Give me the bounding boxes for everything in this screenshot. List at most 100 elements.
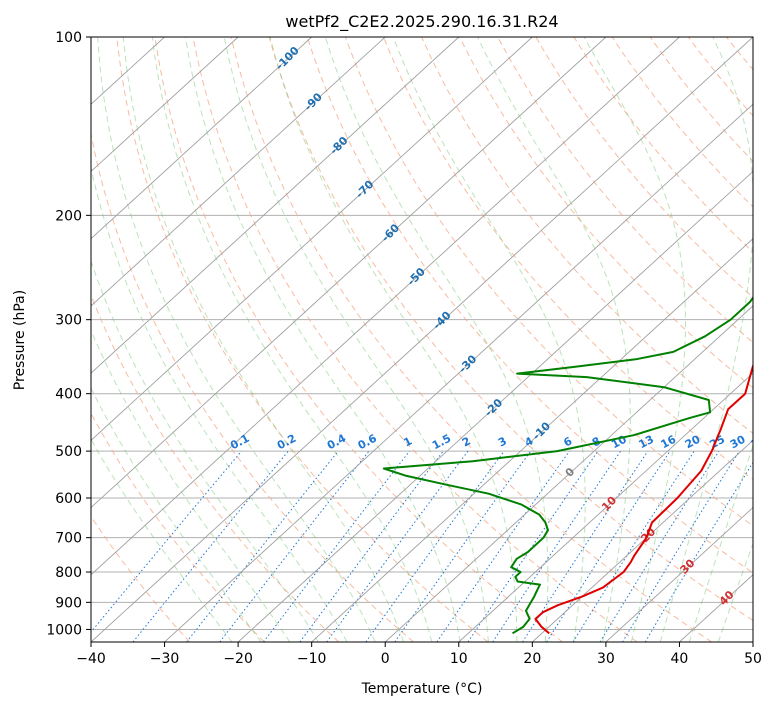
- dry-adiabats: [91, 37, 775, 642]
- mixing-ratio-line: [394, 450, 532, 642]
- mixing-ratio-lines: [91, 450, 753, 642]
- isotherm: [91, 37, 239, 173]
- dry-adiabat: [497, 37, 753, 344]
- isotherm: [91, 37, 386, 307]
- plot-frame: [90, 36, 754, 643]
- x-tick-label: −40: [76, 651, 106, 667]
- y-axis-title: Pressure (hPa): [12, 290, 28, 390]
- moist-adiabat: [97, 37, 376, 642]
- dry-adiabat: [421, 37, 753, 435]
- mixing-ratio-line: [263, 450, 410, 642]
- mixing-ratio-line: [467, 450, 599, 642]
- mixing-ratio-label: 10: [609, 432, 629, 451]
- x-tick-label: −30: [150, 651, 180, 667]
- isotherm: [237, 170, 753, 642]
- mixing-ratio-line: [91, 450, 242, 633]
- mixing-ratio-label: 1.5: [430, 432, 453, 453]
- mixing-ratio-label: 0.1: [228, 432, 251, 453]
- mixing-ratio-label: 0.2: [275, 432, 298, 453]
- isotherm: [91, 37, 753, 642]
- moist-adiabat: [477, 37, 631, 642]
- y-tick-label: 200: [55, 208, 82, 224]
- pressure-gridlines: [91, 37, 753, 630]
- isotherm: [91, 37, 680, 576]
- isotherm: [532, 439, 753, 642]
- moist-adiabat: [185, 37, 461, 642]
- moist-adiabat: [659, 37, 753, 642]
- dry-adiabat: [91, 131, 414, 642]
- y-tick-label: 300: [55, 313, 82, 329]
- isotherm-label: -100: [273, 44, 302, 73]
- y-axis-ticks: 100 200 300 400 500 600 700 800 900 1000: [46, 30, 91, 638]
- x-axis-ticks: −40 −30 −20 −10 0 10 20 30 40 50: [76, 642, 762, 667]
- line-labels: 0.1 0.2 0.4 0.6 1 1.5 2 3 4 6 8 10 13 16 20 25 30 36-100-…: [228, 44, 753, 608]
- mixing-ratio-label: 3: [496, 434, 509, 449]
- dry-adiabat: [687, 37, 753, 117]
- isotherm: [752, 641, 753, 642]
- x-tick-label: 0: [381, 651, 390, 667]
- moist-adiabats: [91, 37, 753, 642]
- moist-adiabat: [151, 37, 433, 642]
- mixing-ratio-line: [622, 450, 740, 642]
- mixing-ratio-line: [599, 450, 720, 642]
- dry-adiabat: [91, 293, 340, 642]
- y-tick-label: 500: [55, 444, 82, 460]
- x-tick-label: 40: [671, 651, 689, 667]
- x-tick-label: 30: [597, 651, 615, 667]
- dry-adiabat: [306, 37, 753, 574]
- mixing-ratio-line: [132, 450, 289, 642]
- dry-adiabat: [726, 37, 753, 71]
- moist-adiabat: [91, 438, 233, 642]
- mixing-ratio-line: [436, 450, 570, 642]
- profile-series: [382, 295, 753, 635]
- dry-adiabat: [344, 37, 753, 527]
- moist-adiabat: [269, 37, 518, 642]
- dry-adiabat: [459, 37, 753, 389]
- chart-title: wetPf2_C2E2.2025.290.16.31.R24: [285, 12, 558, 32]
- moist-adiabat: [91, 259, 319, 642]
- plot-area: 0.1 0.2 0.4 0.6 1 1.5 2 3 4 6 8 10 13 16 20 25 30 36-100-…: [91, 37, 775, 642]
- x-tick-label: 10: [450, 651, 468, 667]
- dry-adiabat: [116, 37, 489, 642]
- mixing-ratio-label: 20: [683, 433, 703, 452]
- mixing-ratio-label: 16: [659, 433, 679, 452]
- temperature-profile: [534, 363, 753, 635]
- mixing-ratio-line: [572, 450, 695, 642]
- moist-adiabat: [91, 387, 262, 642]
- isotherms: [91, 37, 753, 642]
- moist-adiabat: [223, 37, 489, 642]
- dry-adiabat: [192, 37, 638, 642]
- mixing-ratio-line: [492, 450, 622, 642]
- dry-adiabat: [91, 412, 265, 642]
- mixing-ratio-line: [546, 450, 671, 642]
- mixing-ratio-label: 0.4: [325, 432, 349, 453]
- dry-adiabat: [765, 37, 775, 642]
- isotherm: [458, 372, 753, 642]
- y-tick-label: 1000: [46, 622, 82, 638]
- isotherm: [311, 238, 753, 642]
- x-tick-label: −10: [297, 651, 327, 667]
- isotherm: [91, 37, 533, 441]
- mixing-ratio-label: 30: [728, 433, 748, 452]
- moist-adiabat: [91, 165, 348, 642]
- dewpoint-profile: [382, 295, 753, 635]
- moist-adiabat: [324, 37, 549, 642]
- dry-adiabat: [230, 37, 713, 642]
- moist-adiabat: [122, 37, 405, 642]
- y-tick-label: 600: [55, 491, 82, 507]
- dry-adiabat: [649, 37, 753, 163]
- dry-adiabat: [154, 37, 563, 642]
- y-tick-label: 700: [55, 531, 82, 547]
- isotherm: [605, 506, 753, 642]
- x-tick-label: 50: [744, 651, 762, 667]
- mixing-ratio-label: 1: [401, 434, 414, 449]
- moist-adiabat: [91, 328, 291, 642]
- y-tick-label: 400: [55, 387, 82, 403]
- moist-adiabat: [583, 37, 686, 642]
- y-tick-label: 100: [55, 30, 82, 46]
- mixing-ratio-line: [644, 461, 753, 642]
- x-tick-label: 20: [523, 651, 541, 667]
- y-tick-label: 900: [55, 595, 82, 611]
- isotherm: [164, 103, 753, 642]
